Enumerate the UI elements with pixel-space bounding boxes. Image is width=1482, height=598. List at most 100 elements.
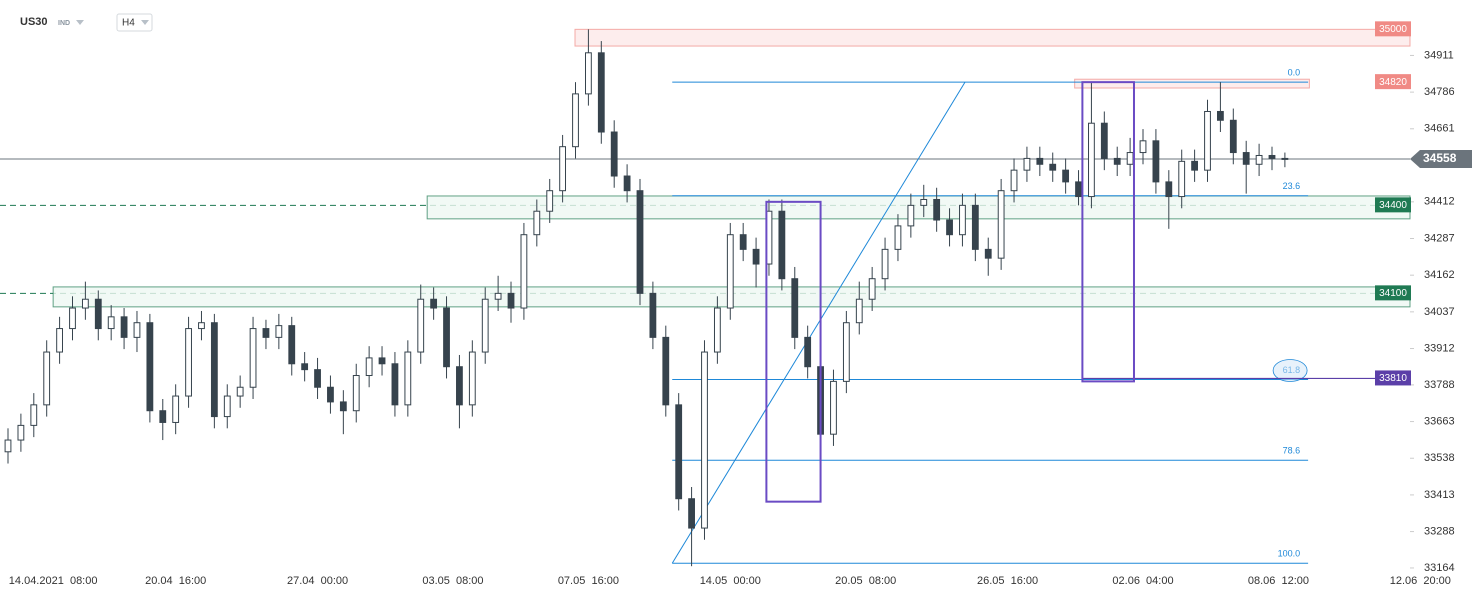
candle-body [636,190,644,294]
candle-body [69,307,76,330]
candle-body [17,424,25,441]
candle-body [662,336,670,406]
candle-body [1268,154,1276,159]
highlight-box [765,200,822,503]
x-tick-label: 14.05 00:00 [700,575,761,587]
dropdown-arrow[interactable] [141,20,149,25]
zone [426,195,1411,220]
candle-body [572,93,579,148]
y-tick-label: 33538 [1424,452,1455,464]
candle-body [43,351,51,406]
candle-body [920,198,928,206]
candle-body [984,248,992,259]
candle-body [30,404,38,426]
price-axis-bg [1411,0,1482,598]
candle-body [623,175,631,192]
candle-body [288,325,296,365]
y-tick-label: 34287 [1424,232,1455,244]
y-tick-label: 34786 [1424,86,1455,98]
y-tick-label: 34412 [1424,196,1455,208]
timeframe[interactable]: H4 [122,18,135,29]
candle-body [752,248,760,265]
fib-label: 0.0 [1288,68,1301,78]
candle-body [946,219,953,236]
candle-body [675,404,683,500]
candle-body [1242,152,1250,165]
timeframe-box[interactable] [116,13,153,32]
candle-body [339,401,347,412]
candle-body [1255,154,1263,165]
candle-body [546,190,554,212]
candle-body [804,336,812,368]
dropdown-arrow[interactable] [76,20,84,25]
market: IND [58,20,70,27]
level-tag-label: 33810 [1379,373,1407,384]
candle-body [881,248,889,280]
candle-body [262,328,270,338]
last-price-tag [1410,150,1472,169]
candle-body [159,410,167,423]
candle-body [1062,169,1070,183]
candle-body [365,357,373,377]
candle-body [94,298,102,330]
y-tick-label: 33663 [1424,415,1455,427]
x-tick-label: 12.06 20:00 [1390,575,1451,587]
candle-body [185,328,192,397]
level-tag [1375,74,1411,90]
level-tag [1375,370,1411,386]
last-price-label: 34558 [1423,151,1457,165]
candle-body [1113,157,1121,165]
candle-body [120,316,128,338]
candle-body [933,198,941,221]
level-tag-label: 34400 [1379,200,1407,211]
level-tag-label: 34820 [1379,77,1407,88]
y-tick-label: 33164 [1424,562,1455,574]
x-tick-label: 02.06 04:00 [1112,575,1173,587]
candle-body [1178,160,1186,198]
candle-body [146,322,154,412]
candle-body [391,363,399,406]
candle-body [533,210,541,236]
candle-body [327,386,334,403]
candle-body [894,225,902,250]
candle-body [688,498,695,529]
candle-body [842,322,850,382]
candle-body [443,307,450,368]
candle-body [585,52,592,95]
candle-body [855,298,863,324]
candle-body [1075,181,1082,198]
candle-body [198,322,205,330]
candle-body [713,307,721,353]
x-tick-label: 14.04.2021 08:00 [9,575,98,587]
candle-body [1088,122,1095,198]
candle-body [236,386,244,397]
candle-body [456,366,463,406]
y-tick-label: 34162 [1424,269,1455,281]
candle-body [1216,110,1224,121]
candle-body [404,351,412,406]
highlight-box [1081,81,1135,383]
candle-body [494,292,502,300]
candle-body [1281,157,1289,160]
fib-label: 23.6 [1283,181,1301,191]
candle-body [468,351,476,406]
candle-body [1049,163,1057,171]
candle-body [868,278,876,300]
candle-body [1191,160,1199,171]
candle-body [559,146,567,192]
y-tick-label: 34661 [1424,123,1455,135]
candle-body [301,363,309,371]
candle-body [791,278,799,338]
candle-body [701,351,708,529]
candle-body [1139,140,1147,154]
candle-body [481,298,489,353]
x-tick-label: 03.05 08:00 [422,575,483,587]
symbol: US30 [20,16,48,28]
fib-label: 100.0 [1278,549,1301,559]
candle-body [520,234,528,309]
candle-body [971,204,979,250]
candle-body [210,322,218,418]
candle-body [1152,140,1160,183]
